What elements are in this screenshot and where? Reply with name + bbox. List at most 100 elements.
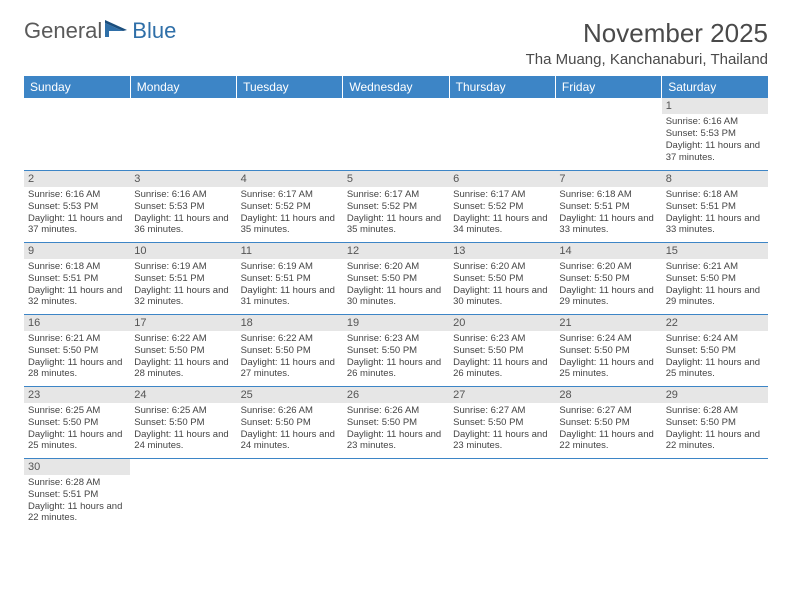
calendar-cell: 30Sunrise: 6:28 AMSunset: 5:51 PMDayligh… — [24, 458, 130, 530]
calendar-cell: 4Sunrise: 6:17 AMSunset: 5:52 PMDaylight… — [237, 170, 343, 242]
day-number: 14 — [555, 243, 661, 259]
logo: General Blue — [24, 18, 176, 44]
day-details: Sunrise: 6:19 AMSunset: 5:51 PMDaylight:… — [130, 259, 236, 312]
day-number: 5 — [343, 171, 449, 187]
calendar-cell: 27Sunrise: 6:27 AMSunset: 5:50 PMDayligh… — [449, 386, 555, 458]
day-details: Sunrise: 6:17 AMSunset: 5:52 PMDaylight:… — [343, 187, 449, 240]
calendar-head: SundayMondayTuesdayWednesdayThursdayFrid… — [24, 76, 768, 98]
day-number: 12 — [343, 243, 449, 259]
calendar-cell: 8Sunrise: 6:18 AMSunset: 5:51 PMDaylight… — [662, 170, 768, 242]
day-number: 30 — [24, 459, 130, 475]
calendar-cell — [237, 458, 343, 530]
calendar-cell: 21Sunrise: 6:24 AMSunset: 5:50 PMDayligh… — [555, 314, 661, 386]
day-details: Sunrise: 6:26 AMSunset: 5:50 PMDaylight:… — [343, 403, 449, 456]
weekday-header: Friday — [555, 76, 661, 98]
day-number: 18 — [237, 315, 343, 331]
weekday-header: Tuesday — [237, 76, 343, 98]
calendar-cell: 24Sunrise: 6:25 AMSunset: 5:50 PMDayligh… — [130, 386, 236, 458]
calendar-body: 1Sunrise: 6:16 AMSunset: 5:53 PMDaylight… — [24, 98, 768, 530]
day-details: Sunrise: 6:18 AMSunset: 5:51 PMDaylight:… — [24, 259, 130, 312]
day-number: 29 — [662, 387, 768, 403]
calendar-cell: 18Sunrise: 6:22 AMSunset: 5:50 PMDayligh… — [237, 314, 343, 386]
calendar-cell — [449, 458, 555, 530]
day-number: 9 — [24, 243, 130, 259]
day-details: Sunrise: 6:28 AMSunset: 5:50 PMDaylight:… — [662, 403, 768, 456]
day-number: 17 — [130, 315, 236, 331]
day-details: Sunrise: 6:16 AMSunset: 5:53 PMDaylight:… — [662, 114, 768, 167]
calendar-cell: 19Sunrise: 6:23 AMSunset: 5:50 PMDayligh… — [343, 314, 449, 386]
day-number: 4 — [237, 171, 343, 187]
weekday-header: Thursday — [449, 76, 555, 98]
logo-text-general: General — [24, 18, 102, 44]
day-details: Sunrise: 6:18 AMSunset: 5:51 PMDaylight:… — [662, 187, 768, 240]
day-number: 24 — [130, 387, 236, 403]
weekday-header: Monday — [130, 76, 236, 98]
day-details: Sunrise: 6:20 AMSunset: 5:50 PMDaylight:… — [555, 259, 661, 312]
day-number: 25 — [237, 387, 343, 403]
day-details: Sunrise: 6:28 AMSunset: 5:51 PMDaylight:… — [24, 475, 130, 528]
calendar-cell: 28Sunrise: 6:27 AMSunset: 5:50 PMDayligh… — [555, 386, 661, 458]
calendar-cell: 10Sunrise: 6:19 AMSunset: 5:51 PMDayligh… — [130, 242, 236, 314]
calendar-cell: 7Sunrise: 6:18 AMSunset: 5:51 PMDaylight… — [555, 170, 661, 242]
day-number: 23 — [24, 387, 130, 403]
calendar-cell — [343, 458, 449, 530]
day-details: Sunrise: 6:23 AMSunset: 5:50 PMDaylight:… — [343, 331, 449, 384]
day-number: 2 — [24, 171, 130, 187]
calendar-cell: 22Sunrise: 6:24 AMSunset: 5:50 PMDayligh… — [662, 314, 768, 386]
location: Tha Muang, Kanchanaburi, Thailand — [526, 51, 768, 68]
calendar-cell: 15Sunrise: 6:21 AMSunset: 5:50 PMDayligh… — [662, 242, 768, 314]
day-details: Sunrise: 6:18 AMSunset: 5:51 PMDaylight:… — [555, 187, 661, 240]
day-number: 22 — [662, 315, 768, 331]
weekday-header: Sunday — [24, 76, 130, 98]
day-number: 7 — [555, 171, 661, 187]
calendar-cell: 13Sunrise: 6:20 AMSunset: 5:50 PMDayligh… — [449, 242, 555, 314]
calendar-cell — [130, 98, 236, 170]
calendar-cell: 26Sunrise: 6:26 AMSunset: 5:50 PMDayligh… — [343, 386, 449, 458]
calendar-cell — [449, 98, 555, 170]
calendar-cell — [24, 98, 130, 170]
day-number: 13 — [449, 243, 555, 259]
day-details: Sunrise: 6:27 AMSunset: 5:50 PMDaylight:… — [449, 403, 555, 456]
calendar-cell — [555, 98, 661, 170]
day-number: 28 — [555, 387, 661, 403]
calendar-cell: 11Sunrise: 6:19 AMSunset: 5:51 PMDayligh… — [237, 242, 343, 314]
calendar-cell: 5Sunrise: 6:17 AMSunset: 5:52 PMDaylight… — [343, 170, 449, 242]
day-number: 20 — [449, 315, 555, 331]
day-number: 15 — [662, 243, 768, 259]
day-number: 3 — [130, 171, 236, 187]
day-details: Sunrise: 6:22 AMSunset: 5:50 PMDaylight:… — [130, 331, 236, 384]
logo-text-blue: Blue — [132, 18, 176, 44]
calendar-cell: 6Sunrise: 6:17 AMSunset: 5:52 PMDaylight… — [449, 170, 555, 242]
day-number: 16 — [24, 315, 130, 331]
flag-icon — [105, 18, 129, 44]
day-details: Sunrise: 6:25 AMSunset: 5:50 PMDaylight:… — [24, 403, 130, 456]
day-details: Sunrise: 6:27 AMSunset: 5:50 PMDaylight:… — [555, 403, 661, 456]
calendar-cell: 3Sunrise: 6:16 AMSunset: 5:53 PMDaylight… — [130, 170, 236, 242]
day-number: 27 — [449, 387, 555, 403]
calendar-cell: 17Sunrise: 6:22 AMSunset: 5:50 PMDayligh… — [130, 314, 236, 386]
calendar-cell: 2Sunrise: 6:16 AMSunset: 5:53 PMDaylight… — [24, 170, 130, 242]
day-details: Sunrise: 6:17 AMSunset: 5:52 PMDaylight:… — [237, 187, 343, 240]
day-number: 10 — [130, 243, 236, 259]
calendar-cell: 20Sunrise: 6:23 AMSunset: 5:50 PMDayligh… — [449, 314, 555, 386]
day-number: 8 — [662, 171, 768, 187]
day-details: Sunrise: 6:21 AMSunset: 5:50 PMDaylight:… — [24, 331, 130, 384]
day-details: Sunrise: 6:24 AMSunset: 5:50 PMDaylight:… — [662, 331, 768, 384]
calendar-cell — [662, 458, 768, 530]
day-number: 21 — [555, 315, 661, 331]
calendar-cell: 16Sunrise: 6:21 AMSunset: 5:50 PMDayligh… — [24, 314, 130, 386]
day-number: 1 — [662, 98, 768, 114]
calendar-table: SundayMondayTuesdayWednesdayThursdayFrid… — [24, 76, 768, 530]
weekday-header: Wednesday — [343, 76, 449, 98]
day-details: Sunrise: 6:21 AMSunset: 5:50 PMDaylight:… — [662, 259, 768, 312]
calendar-cell — [237, 98, 343, 170]
day-details: Sunrise: 6:24 AMSunset: 5:50 PMDaylight:… — [555, 331, 661, 384]
calendar-cell: 9Sunrise: 6:18 AMSunset: 5:51 PMDaylight… — [24, 242, 130, 314]
calendar-cell: 1Sunrise: 6:16 AMSunset: 5:53 PMDaylight… — [662, 98, 768, 170]
calendar-cell: 25Sunrise: 6:26 AMSunset: 5:50 PMDayligh… — [237, 386, 343, 458]
day-details: Sunrise: 6:23 AMSunset: 5:50 PMDaylight:… — [449, 331, 555, 384]
calendar-cell: 14Sunrise: 6:20 AMSunset: 5:50 PMDayligh… — [555, 242, 661, 314]
day-details: Sunrise: 6:25 AMSunset: 5:50 PMDaylight:… — [130, 403, 236, 456]
day-number: 11 — [237, 243, 343, 259]
day-details: Sunrise: 6:26 AMSunset: 5:50 PMDaylight:… — [237, 403, 343, 456]
